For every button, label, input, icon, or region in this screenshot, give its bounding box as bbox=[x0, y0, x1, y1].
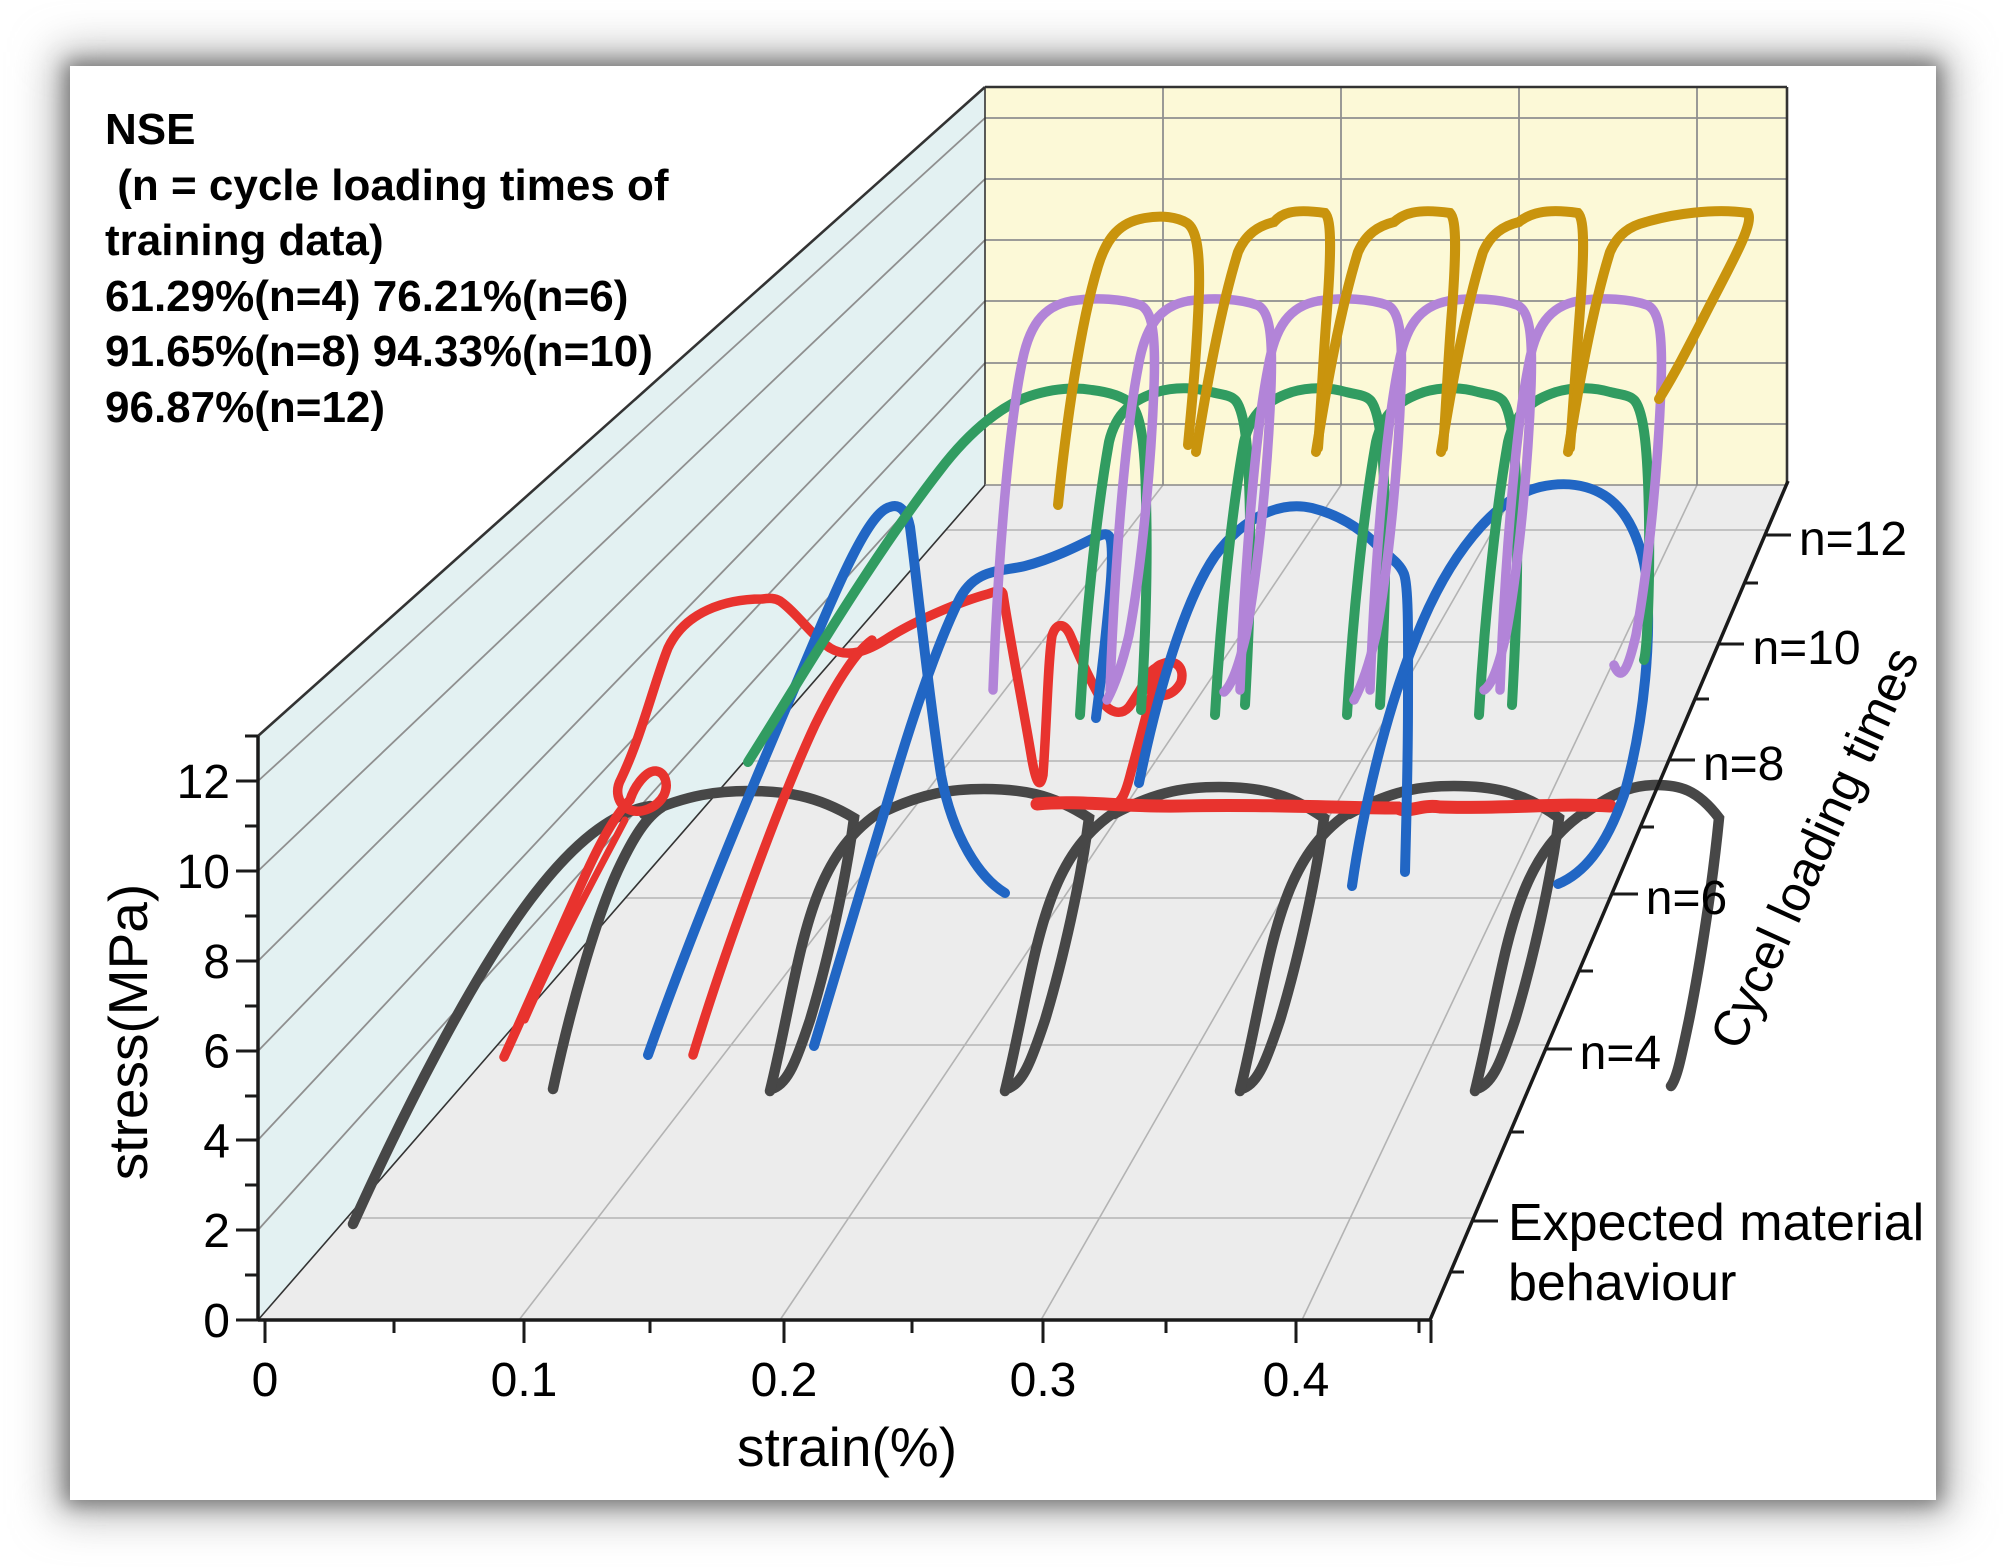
svg-text:10: 10 bbox=[177, 846, 230, 899]
svg-text:0.3: 0.3 bbox=[1010, 1354, 1077, 1407]
svg-text:n=12: n=12 bbox=[1799, 513, 1907, 566]
svg-text:n=10: n=10 bbox=[1752, 622, 1860, 675]
svg-text:NSE: NSE bbox=[105, 105, 195, 154]
svg-text:12: 12 bbox=[177, 756, 230, 809]
svg-text:8: 8 bbox=[203, 936, 230, 989]
svg-text:n=6: n=6 bbox=[1646, 872, 1727, 925]
svg-text:n=8: n=8 bbox=[1703, 738, 1784, 791]
svg-text:2: 2 bbox=[203, 1205, 230, 1258]
svg-text:61.29%(n=4) 76.21%(n=6): 61.29%(n=4) 76.21%(n=6) bbox=[105, 272, 628, 321]
svg-text:stress(MPa): stress(MPa) bbox=[97, 884, 159, 1180]
svg-text:0: 0 bbox=[252, 1354, 279, 1407]
svg-text:n=4: n=4 bbox=[1580, 1027, 1661, 1080]
svg-text:6: 6 bbox=[203, 1026, 230, 1079]
svg-text:0.4: 0.4 bbox=[1263, 1354, 1330, 1407]
svg-text:Expected material: Expected material bbox=[1508, 1194, 1924, 1252]
svg-text:strain(%): strain(%) bbox=[737, 1416, 957, 1478]
svg-text:behaviour: behaviour bbox=[1508, 1254, 1736, 1312]
svg-text:(n = cycle loading times of: (n = cycle loading times of bbox=[105, 161, 669, 210]
svg-text:0.1: 0.1 bbox=[491, 1354, 558, 1407]
svg-text:training data): training data) bbox=[105, 216, 384, 265]
svg-text:91.65%(n=8) 94.33%(n=10): 91.65%(n=8) 94.33%(n=10) bbox=[105, 327, 653, 376]
svg-text:0: 0 bbox=[203, 1295, 230, 1348]
svg-text:0.2: 0.2 bbox=[751, 1354, 818, 1407]
svg-text:4: 4 bbox=[203, 1115, 230, 1168]
svg-text:96.87%(n=12): 96.87%(n=12) bbox=[105, 383, 385, 432]
